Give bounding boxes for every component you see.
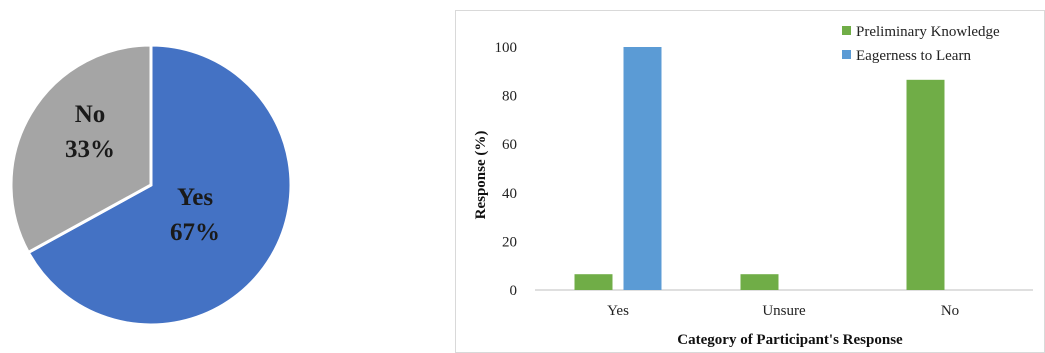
x-axis-title: Category of Participant's Response bbox=[677, 332, 903, 348]
pie-slice-yes bbox=[26, 43, 293, 327]
legend: Preliminary Knowledge Eagerness to Learn bbox=[842, 24, 1000, 64]
pie-chart: Yes 67% No 33% bbox=[9, 43, 293, 327]
legend-label: Eagerness to Learn bbox=[856, 48, 971, 64]
y-tick-label: 40 bbox=[502, 186, 517, 202]
bar-preliminary-knowledge-no bbox=[906, 79, 945, 291]
y-tick-label: 100 bbox=[495, 40, 518, 56]
x-tick-label: No bbox=[941, 303, 959, 319]
bar-preliminary-knowledge-yes bbox=[574, 274, 613, 290]
pie-label-value: 67% bbox=[170, 219, 220, 246]
legend-swatch bbox=[842, 26, 851, 35]
legend-swatch bbox=[842, 50, 851, 59]
y-tick-label: 60 bbox=[502, 137, 517, 153]
bar-eagerness-to-learn-yes bbox=[623, 47, 662, 290]
pie-label-value: 33% bbox=[65, 136, 115, 163]
y-tick-label: 0 bbox=[510, 283, 518, 299]
y-tick-label: 20 bbox=[502, 234, 517, 250]
bar-preliminary-knowledge-unsure bbox=[740, 274, 779, 290]
x-tick-label: Yes bbox=[607, 303, 629, 319]
legend-label: Preliminary Knowledge bbox=[856, 24, 1000, 40]
pie-label-name: No bbox=[75, 101, 106, 128]
pie-slice-no bbox=[9, 43, 153, 255]
y-tick-label: 80 bbox=[502, 89, 517, 105]
x-tick-label: Unsure bbox=[762, 303, 806, 319]
pie-label-name: Yes bbox=[177, 184, 213, 211]
y-axis-title: Response (%) bbox=[473, 131, 489, 220]
bar-chart: 0 20 40 60 80 100 Yes Unsure No Response (%) Ca… bbox=[473, 24, 1033, 348]
